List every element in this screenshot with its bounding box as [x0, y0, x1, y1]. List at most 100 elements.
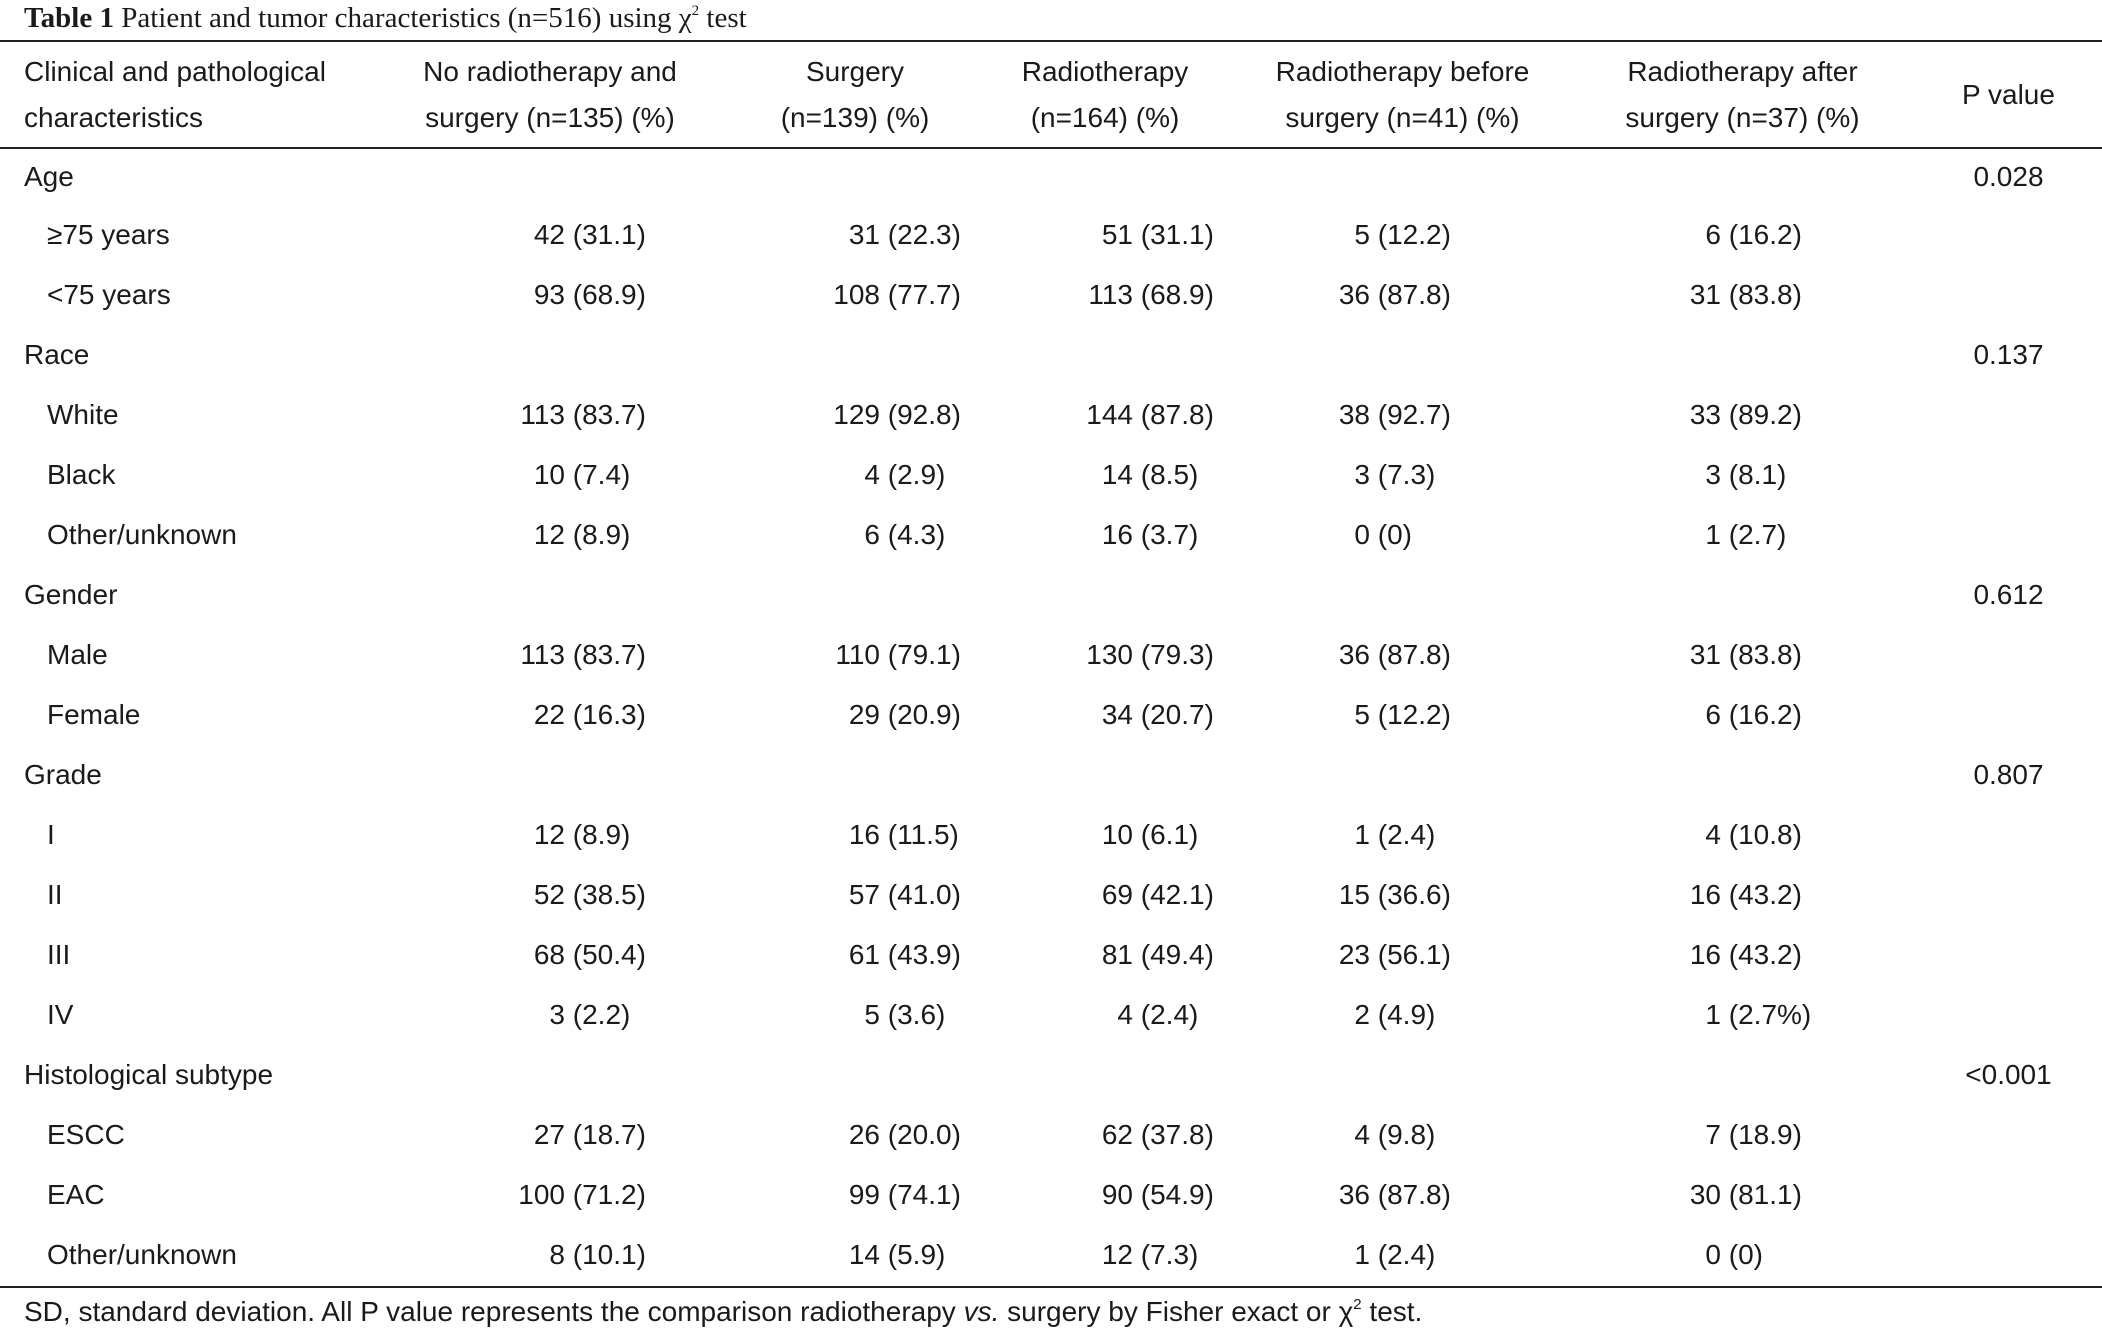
value-cell [1235, 565, 1570, 625]
value-cell: 8 (10.1) [365, 1225, 735, 1285]
value-text: 4 (2.4) [1117, 999, 1199, 1030]
value-text: 31 (83.8) [1689, 279, 1802, 310]
header-line: (n=139) (%) [780, 102, 930, 133]
group-label: Race [24, 339, 90, 370]
table-row: White 113 (83.7) 129 (92.8) 144 (87.8) 38 (9… [0, 385, 2102, 445]
value-cell: 6 (16.2) [1570, 205, 1915, 265]
value-cell [1235, 1045, 1570, 1105]
value-cell: 110 (79.1) [735, 625, 975, 685]
header-rule [0, 147, 2102, 149]
row-label: <75 years [47, 279, 171, 310]
group-label: Age [24, 161, 74, 192]
value-text: 36 (87.8) [1338, 639, 1451, 670]
characteristics-table: Clinical and pathological characteristics… [0, 45, 2102, 1285]
value-text: 1 (2.4) [1354, 1239, 1436, 1270]
value-cell [975, 745, 1235, 805]
p-value-cell [1915, 865, 2102, 925]
footnote-part2: surgery by Fisher exact or χ [999, 1296, 1354, 1327]
value-cell: 4 (2.4) [975, 985, 1235, 1045]
value-cell: 5 (12.2) [1235, 685, 1570, 745]
value-text: 33 (89.2) [1689, 399, 1802, 430]
row-label: III [47, 939, 71, 970]
value-cell: 31 (83.8) [1570, 625, 1915, 685]
value-text: 1 (2.7%) [1705, 999, 1812, 1030]
value-text: 14 (8.5) [1101, 459, 1199, 490]
value-cell [1570, 145, 1915, 205]
value-text: 27 (18.7) [533, 1119, 646, 1150]
header-line: Radiotherapy [1021, 56, 1189, 87]
value-cell [735, 145, 975, 205]
value-cell: 2 (4.9) [1235, 985, 1570, 1045]
value-cell: 3 (8.1) [1570, 445, 1915, 505]
value-cell [975, 325, 1235, 385]
value-cell: 31 (22.3) [735, 205, 975, 265]
value-cell: 6 (16.2) [1570, 685, 1915, 745]
value-text: 52 (38.5) [533, 879, 646, 910]
header-line: surgery (n=135) (%) [425, 102, 675, 133]
group-row: Gender 0.612 [0, 565, 2102, 625]
value-cell: 113 (83.7) [365, 385, 735, 445]
value-text: 6 (16.2) [1705, 699, 1802, 730]
value-text: 100 (71.2) [518, 1179, 646, 1210]
value-cell: 34 (20.7) [975, 685, 1235, 745]
table-row: Black 10 (7.4) 4 (2.9) 14 (8.5) 3 (7.3) 3 (8.… [0, 445, 2102, 505]
value-cell: 61 (43.9) [735, 925, 975, 985]
value-text: 1 (2.7) [1705, 519, 1787, 550]
p-value-cell [1915, 1165, 2102, 1225]
value-text: 51 (31.1) [1101, 219, 1214, 250]
value-cell: 113 (68.9) [975, 265, 1235, 325]
value-cell: 16 (3.7) [975, 505, 1235, 565]
value-text: 34 (20.7) [1101, 699, 1214, 730]
table-footnote: SD, standard deviation. All P value repr… [24, 1293, 1422, 1331]
value-cell: 4 (2.9) [735, 445, 975, 505]
p-value-cell: 0.612 [1973, 579, 2044, 610]
value-cell: 5 (12.2) [1235, 205, 1570, 265]
value-text: 31 (22.3) [848, 219, 961, 250]
value-text: 3 (2.2) [549, 999, 631, 1030]
group-label: Grade [24, 759, 102, 790]
table-row: Female 22 (16.3) 29 (20.9) 34 (20.7) 5 (12.2… [0, 685, 2102, 745]
value-text: 16 (43.2) [1689, 879, 1802, 910]
value-cell: 33 (89.2) [1570, 385, 1915, 445]
p-value-cell [1915, 265, 2102, 325]
value-cell [1235, 145, 1570, 205]
table-row: IV 3 (2.2) 5 (3.6) 4 (2.4) 2 (4.9) 1 (2.7%) [0, 985, 2102, 1045]
header-line: P value [1962, 79, 2055, 110]
header-radiotherapy: Radiotherapy (n=164) (%) [975, 45, 1235, 145]
value-cell: 144 (87.8) [975, 385, 1235, 445]
value-cell: 12 (8.9) [365, 505, 735, 565]
value-cell: 42 (31.1) [365, 205, 735, 265]
value-cell [975, 1045, 1235, 1105]
value-text: 38 (92.7) [1338, 399, 1451, 430]
value-text: 108 (77.7) [833, 279, 961, 310]
row-label: White [47, 399, 119, 430]
p-value-cell: 0.028 [1973, 161, 2044, 192]
value-cell: 27 (18.7) [365, 1105, 735, 1165]
footnote-italic: vs. [963, 1296, 1000, 1327]
header-line: No radiotherapy and [423, 56, 677, 87]
value-text: 12 (8.9) [533, 519, 631, 550]
value-cell: 68 (50.4) [365, 925, 735, 985]
value-text: 5 (12.2) [1354, 699, 1451, 730]
row-label: IV [47, 999, 74, 1030]
row-label: ≥75 years [47, 219, 170, 250]
value-cell: 6 (4.3) [735, 505, 975, 565]
value-cell: 1 (2.4) [1235, 805, 1570, 865]
value-text: 57 (41.0) [848, 879, 961, 910]
table-title: Patient and tumor characteristics (n=516… [121, 2, 692, 34]
bottom-rule [0, 1286, 2102, 1288]
value-cell [975, 565, 1235, 625]
value-text: 29 (20.9) [848, 699, 961, 730]
value-text: 130 (79.3) [1086, 639, 1214, 670]
value-text: 6 (4.3) [864, 519, 946, 550]
value-text: 0 (0) [1354, 519, 1412, 550]
footnote-part3: test. [1361, 1296, 1423, 1327]
value-cell: 16 (43.2) [1570, 865, 1915, 925]
header-line: (n=164) (%) [1030, 102, 1180, 133]
value-text: 22 (16.3) [533, 699, 646, 730]
value-text: 99 (74.1) [848, 1179, 961, 1210]
header-no-radiotherapy-surgery: No radiotherapy and surgery (n=135) (%) [365, 45, 735, 145]
value-text: 62 (37.8) [1101, 1119, 1214, 1150]
value-text: 36 (87.8) [1338, 279, 1451, 310]
